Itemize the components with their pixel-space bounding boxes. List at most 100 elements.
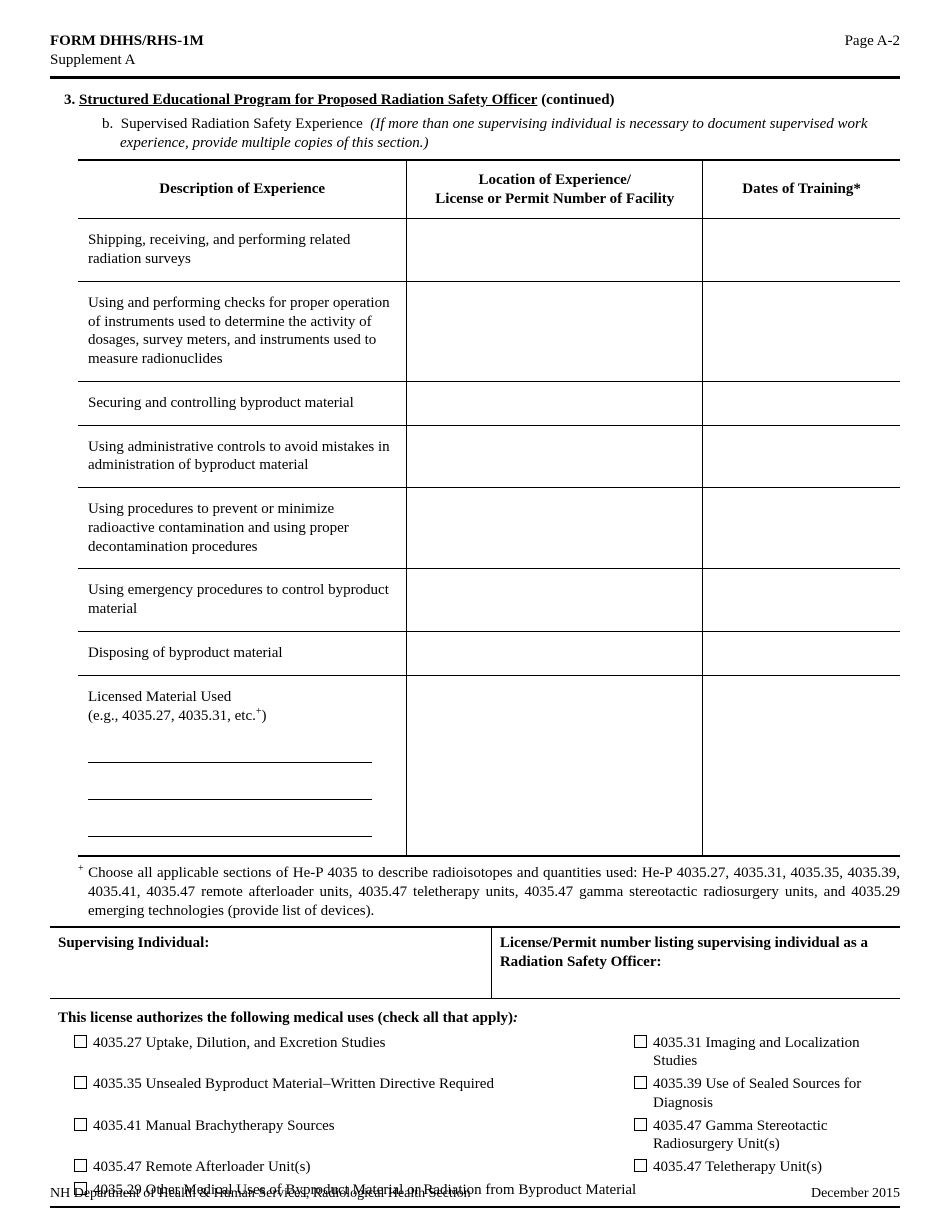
checks-list: 4035.27 Uptake, Dilution, and Excretion … (74, 1034, 900, 1200)
plus-footnote: + Choose all applicable sections of He-P… (78, 863, 900, 920)
page-number: Page A-2 (845, 32, 900, 51)
supplement-label: Supplement A (50, 51, 204, 70)
table-row: Using administrative controls to avoid m… (78, 425, 900, 488)
cell-dates-input[interactable] (703, 569, 900, 632)
checkbox[interactable] (634, 1159, 647, 1172)
check-item: 4035.27 Uptake, Dilution, and Excretion … (74, 1034, 634, 1072)
table-row: Disposing of byproduct material (78, 631, 900, 675)
form-title: FORM DHHS/RHS-1M (50, 32, 204, 51)
th-dates: Dates of Training* (703, 160, 900, 219)
section-continued: (continued) (541, 92, 614, 108)
check-label: 4035.39 Use of Sealed Sources for Diagno… (653, 1075, 900, 1113)
check-label: 4035.41 Manual Brachytherapy Sources (93, 1117, 335, 1136)
checks-header: This license authorizes the following me… (58, 1009, 900, 1028)
checkbox[interactable] (74, 1159, 87, 1172)
table-header-row: Description of Experience Location of Ex… (78, 160, 900, 219)
section-title-text: Structured Educational Program for Propo… (79, 92, 537, 108)
lm-suffix: ) (262, 708, 267, 724)
page-header: FORM DHHS/RHS-1M Supplement A Page A-2 (50, 32, 900, 70)
license-permit-field[interactable]: License/Permit number listing supervisin… (491, 928, 900, 998)
section-3-title: 3. Structured Educational Program for Pr… (64, 91, 900, 110)
cell-dates-input[interactable] (703, 281, 900, 381)
section-number: 3. (64, 92, 75, 108)
check-item: 4035.47 Remote Afterloader Unit(s) (74, 1158, 634, 1177)
cell-licensed-material: Licensed Material Used (e.g., 4035.27, 4… (78, 675, 407, 856)
cell-desc: Disposing of byproduct material (78, 631, 407, 675)
cell-location-input[interactable] (407, 569, 703, 632)
th-location-line1: Location of Experience/ (413, 171, 696, 190)
th-location-line2: License or Permit Number of Facility (413, 190, 696, 209)
checks-header-colon: : (513, 1010, 518, 1026)
table-row: Using emergency procedures to control by… (78, 569, 900, 632)
license-permit-label: License/Permit number listing supervisin… (500, 935, 868, 970)
footer-right: December 2015 (811, 1185, 900, 1203)
page: FORM DHHS/RHS-1M Supplement A Page A-2 3… (0, 0, 950, 1230)
check-item: 4035.47 Teletherapy Unit(s) (634, 1158, 900, 1177)
write-in-line[interactable] (88, 773, 372, 800)
check-label: 4035.27 Uptake, Dilution, and Excretion … (93, 1034, 385, 1053)
th-location: Location of Experience/ License or Permi… (407, 160, 703, 219)
sub-b-text: Supervised Radiation Safety Experience (121, 116, 363, 132)
subsection-b: b. Supervised Radiation Safety Experienc… (102, 115, 900, 153)
cell-location-input[interactable] (407, 488, 703, 569)
lm-prefix: (e.g., 4035.27, 4035.31, etc. (88, 708, 256, 724)
cell-dates-input[interactable] (703, 219, 900, 282)
th-description: Description of Experience (78, 160, 407, 219)
experience-table: Description of Experience Location of Ex… (78, 159, 900, 857)
check-item: 4035.41 Manual Brachytherapy Sources (74, 1117, 634, 1155)
checkbox[interactable] (74, 1035, 87, 1048)
check-row: 4035.41 Manual Brachytherapy Sources 403… (74, 1117, 900, 1155)
cell-desc: Using procedures to prevent or minimize … (78, 488, 407, 569)
table-row: Using and performing checks for proper o… (78, 281, 900, 381)
cell-location-input[interactable] (407, 281, 703, 381)
check-row: 4035.27 Uptake, Dilution, and Excretion … (74, 1034, 900, 1072)
table-row: Using procedures to prevent or minimize … (78, 488, 900, 569)
check-row: 4035.47 Remote Afterloader Unit(s) 4035.… (74, 1158, 900, 1177)
check-row: 4035.35 Unsealed Byproduct Material–Writ… (74, 1075, 900, 1113)
plus-text: Choose all applicable sections of He-P 4… (88, 865, 900, 919)
check-item: 4035.47 Gamma Stereotactic Radiosurgery … (634, 1117, 900, 1155)
cell-dates-input[interactable] (703, 425, 900, 488)
check-item: 4035.35 Unsealed Byproduct Material–Writ… (74, 1075, 634, 1113)
header-left: FORM DHHS/RHS-1M Supplement A (50, 32, 204, 70)
page-footer: NH Department of Health & Human Services… (50, 1185, 900, 1203)
footer-left: NH Department of Health & Human Services… (50, 1185, 471, 1203)
cell-dates-input[interactable] (703, 488, 900, 569)
check-item: 4035.39 Use of Sealed Sources for Diagno… (634, 1075, 900, 1113)
check-label: 4035.47 Gamma Stereotactic Radiosurgery … (653, 1117, 900, 1155)
supervising-individual-field[interactable]: Supervising Individual: (50, 928, 491, 998)
sub-b-label: b. (102, 116, 113, 132)
cell-location-input[interactable] (407, 425, 703, 488)
cell-location-input[interactable] (407, 219, 703, 282)
cell-dates-input[interactable] (703, 675, 900, 856)
checkbox[interactable] (634, 1035, 647, 1048)
cell-location-input[interactable] (407, 675, 703, 856)
check-label: 4035.47 Teletherapy Unit(s) (653, 1158, 822, 1177)
cell-dates-input[interactable] (703, 631, 900, 675)
check-label: 4035.35 Unsealed Byproduct Material–Writ… (93, 1075, 494, 1094)
plus-symbol: + (78, 863, 84, 874)
check-item: 4035.31 Imaging and Localization Studies (634, 1034, 900, 1072)
cell-desc: Shipping, receiving, and performing rela… (78, 219, 407, 282)
cell-dates-input[interactable] (703, 381, 900, 425)
table-row-licensed-material: Licensed Material Used (e.g., 4035.27, 4… (78, 675, 900, 856)
check-label: 4035.31 Imaging and Localization Studies (653, 1034, 900, 1072)
checkbox[interactable] (74, 1076, 87, 1089)
checkbox[interactable] (634, 1076, 647, 1089)
check-label: 4035.47 Remote Afterloader Unit(s) (93, 1158, 310, 1177)
cell-location-input[interactable] (407, 381, 703, 425)
cell-desc: Securing and controlling byproduct mater… (78, 381, 407, 425)
supervising-block: Supervising Individual: License/Permit n… (50, 926, 900, 999)
lm-line2: (e.g., 4035.27, 4035.31, etc.+) (88, 706, 396, 726)
write-in-line[interactable] (88, 736, 372, 763)
checkbox[interactable] (74, 1118, 87, 1131)
checkbox[interactable] (634, 1118, 647, 1131)
write-in-line[interactable] (88, 810, 372, 837)
table-row: Securing and controlling byproduct mater… (78, 381, 900, 425)
cell-desc: Using administrative controls to avoid m… (78, 425, 407, 488)
cell-desc: Using and performing checks for proper o… (78, 281, 407, 381)
cell-location-input[interactable] (407, 631, 703, 675)
experience-table-wrap: Description of Experience Location of Ex… (78, 159, 900, 857)
supervising-label: Supervising Individual: (58, 935, 209, 951)
checks-header-text: This license authorizes the following me… (58, 1010, 513, 1026)
